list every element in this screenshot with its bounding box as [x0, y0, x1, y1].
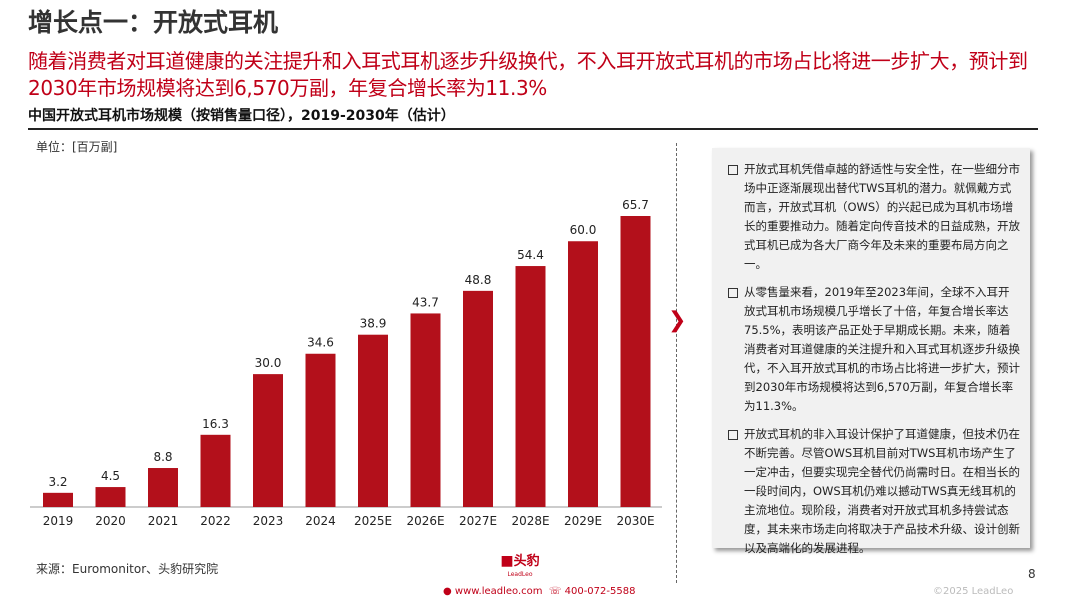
x-tick-label: 2025E: [354, 514, 392, 528]
leadleo-logo: ■头豹 LeadLeo: [490, 551, 550, 579]
phone-icon: ☏: [548, 586, 562, 597]
data-label: 16.3: [202, 417, 229, 431]
header: 增长点一：开放式耳机 随着消费者对耳道健康的关注提升和入耳式耳机逐步升级换代，不…: [28, 6, 1060, 155]
bullet-item: 从零售量来看，2019年至2023年间，全球不入耳开放式耳机市场规模几乎增长了十…: [728, 283, 1020, 416]
bar: [43, 492, 73, 507]
bar: [95, 487, 126, 507]
x-tick-label: 2021: [148, 514, 179, 528]
x-tick-label: 2020: [95, 514, 126, 528]
page-subtitle: 随着消费者对耳道健康的关注提升和入耳式耳机逐步升级换代，不入耳开放式耳机的市场占…: [28, 49, 1028, 100]
x-tick-label: 2030E: [616, 514, 654, 528]
bar: [515, 266, 546, 507]
chevron-right-icon: ❯: [668, 308, 687, 333]
page-title: 增长点一：开放式耳机: [28, 8, 279, 37]
bar: [148, 468, 178, 507]
bar: [358, 334, 388, 507]
bar: [463, 290, 493, 507]
data-label: 38.9: [360, 317, 387, 331]
bullet-item: 开放式耳机的非入耳设计保护了耳道健康，但技术仍在不断完善。尽管OWS耳机目前对T…: [728, 425, 1020, 558]
x-tick-label: 2027E: [459, 514, 497, 528]
logo-subtext: LeadLeo: [507, 571, 533, 578]
web-icon: ●: [443, 586, 452, 597]
data-label: 43.7: [412, 295, 439, 309]
checkbox-bullet-icon: [728, 430, 738, 440]
bar: [410, 313, 441, 507]
bullet-item: 开放式耳机凭借卓越的舒适性与安全性，在一些细分市场中正逐渐展现出替代TWS耳机的…: [728, 160, 1020, 274]
bullet-text: 开放式耳机凭借卓越的舒适性与安全性，在一些细分市场中正逐渐展现出替代TWS耳机的…: [744, 162, 1020, 271]
divider: [676, 143, 677, 583]
leopard-icon: ■: [500, 553, 514, 569]
website-link[interactable]: www.leadleo.com: [454, 586, 543, 597]
x-tick-label: 2022: [200, 514, 231, 528]
x-tick-label: 2023: [253, 514, 284, 528]
data-label: 60.0: [570, 223, 597, 237]
bar: [568, 241, 598, 507]
chart-title: 中国开放式耳机市场规模（按销售量口径），2019-2030年（估计）: [28, 108, 455, 124]
bar: [620, 216, 651, 507]
bullet-text: 从零售量来看，2019年至2023年间，全球不入耳开放式耳机市场规模几乎增长了十…: [744, 285, 1020, 413]
copyright: ©2025 LeadLeo: [933, 586, 1014, 597]
unit-label: 单位：[百万副]: [36, 140, 118, 154]
title-rule: [28, 128, 1038, 130]
bar-chart: 3.2 2019 4.5 2020 8.8 2021 16.3 2022 30.0 2023 34.…: [30, 198, 662, 528]
page-number: 8: [1028, 567, 1036, 581]
bar: [200, 434, 231, 507]
x-tick-label: 2024: [305, 514, 336, 528]
commentary-panel: 开放式耳机凭借卓越的舒适性与安全性，在一些细分市场中正逐渐展现出替代TWS耳机的…: [712, 148, 1030, 555]
contact-info: ● www.leadleo.com ☏ 400-072-5588: [443, 585, 635, 598]
x-tick-label: 2019: [43, 514, 74, 528]
data-label: 3.2: [48, 475, 67, 489]
bar: [305, 353, 336, 507]
x-tick-label: 2026E: [406, 514, 444, 528]
data-label: 48.8: [465, 273, 492, 287]
checkbox-bullet-icon: [728, 165, 738, 175]
bar: [253, 374, 283, 507]
checkbox-bullet-icon: [728, 288, 738, 298]
logo-text: 头豹: [513, 554, 540, 569]
data-label: 34.6: [307, 336, 334, 350]
x-tick-label: 2029E: [564, 514, 602, 528]
bullet-text: 开放式耳机的非入耳设计保护了耳道健康，但技术仍在不断完善。尽管OWS耳机目前对T…: [744, 427, 1020, 555]
data-label: 54.4: [517, 248, 544, 262]
data-label: 8.8: [153, 450, 172, 464]
phone-number: 400-072-5588: [564, 586, 636, 597]
source-note: 来源：Euromonitor、头豹研究院: [36, 562, 219, 576]
data-label: 30.0: [255, 356, 282, 370]
data-label: 65.7: [622, 198, 649, 212]
x-tick-label: 2028E: [511, 514, 549, 528]
data-label: 4.5: [101, 469, 120, 483]
